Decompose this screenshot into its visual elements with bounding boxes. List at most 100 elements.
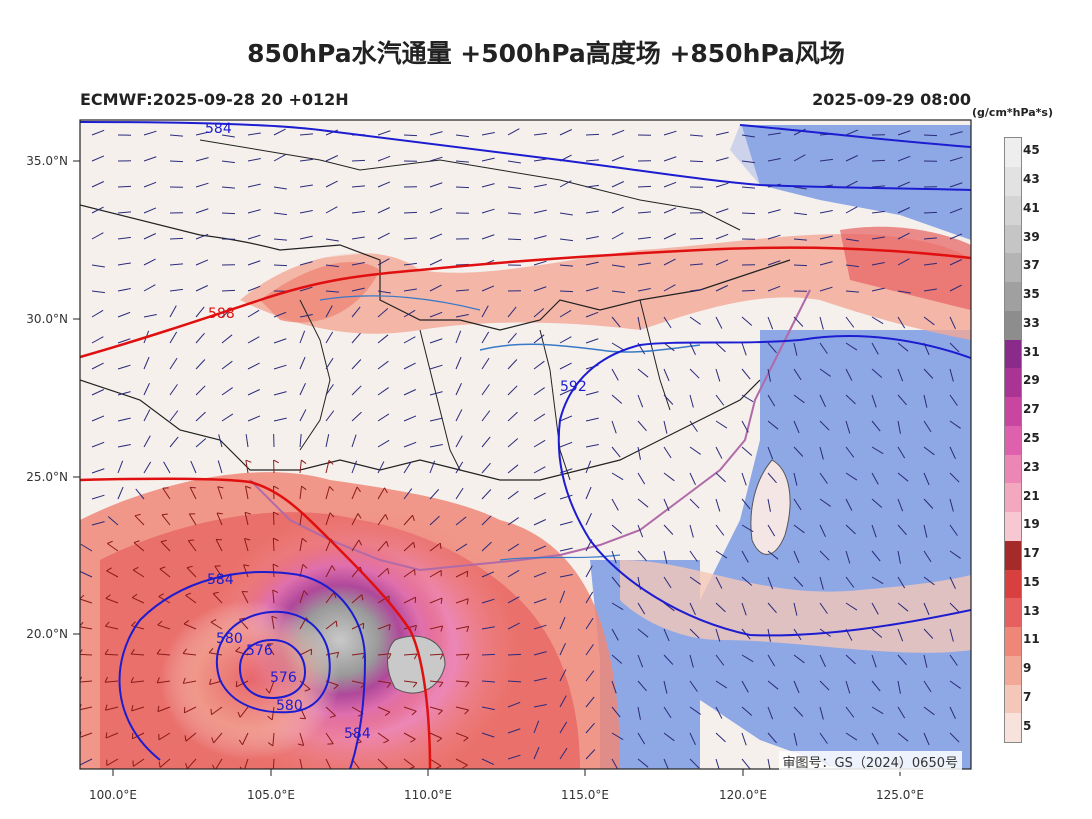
- wind-barb: [455, 435, 463, 448]
- wind-barb: [195, 157, 209, 162]
- wind-barb: [195, 411, 206, 422]
- wind-barb: [169, 305, 177, 318]
- wind-barb: [819, 472, 828, 484]
- wind-barb: [637, 524, 644, 538]
- wind-barb-flag: [132, 566, 139, 571]
- wind-barb: [117, 417, 131, 422]
- wind-barb: [663, 550, 668, 564]
- wind-barb: [117, 288, 131, 292]
- x-tick-100: 100.0°E: [89, 788, 137, 802]
- wind-barb-flag: [162, 487, 169, 489]
- wind-barb: [611, 316, 621, 328]
- wind-barb: [507, 385, 518, 396]
- wind-barb: [157, 706, 171, 713]
- wind-barb: [481, 331, 490, 344]
- wind-barb: [195, 285, 208, 292]
- wind-barb: [377, 207, 390, 214]
- wind-barb: [429, 338, 443, 344]
- wind-barb: [169, 160, 184, 163]
- colorbar-tick-label: 41: [1023, 200, 1040, 215]
- colorbar-tick-label: 9: [1023, 661, 1032, 676]
- wind-barb-flag: [414, 569, 416, 576]
- wind-barb: [845, 129, 859, 136]
- wind-barb: [481, 384, 490, 396]
- wind-barb: [507, 212, 521, 215]
- wind-barb: [377, 732, 389, 741]
- wind-barb: [845, 238, 859, 242]
- wind-barb: [923, 732, 930, 746]
- wind-barb: [106, 570, 119, 578]
- wind-barb: [351, 287, 365, 292]
- wind-barb: [819, 654, 826, 667]
- wind-barb: [819, 316, 824, 330]
- colorbar-tick-label: 11: [1023, 632, 1040, 647]
- wind-barb: [585, 311, 599, 318]
- wind-barb: [533, 677, 547, 682]
- wind-barb: [299, 460, 302, 474]
- wind-barb: [91, 336, 104, 344]
- wind-barb: [845, 394, 856, 405]
- wind-barb: [481, 183, 495, 188]
- y-tick-35: 35.0°N: [26, 154, 68, 168]
- wind-barb: [429, 444, 443, 448]
- wind-barb: [429, 625, 443, 630]
- wind-barb: [195, 182, 209, 188]
- wind-barb: [585, 460, 592, 474]
- wind-barb: [455, 134, 469, 138]
- wind-barb: [429, 417, 443, 422]
- wind-barb: [117, 236, 131, 240]
- colorbar-segment: [1005, 339, 1021, 369]
- wind-barb: [299, 210, 313, 214]
- wind-barb-flag: [362, 623, 365, 630]
- wind-barb: [689, 524, 694, 538]
- wind-barb: [143, 409, 151, 422]
- wind-barb: [299, 286, 313, 292]
- wind-barb: [507, 517, 519, 526]
- label-588: 588: [208, 306, 235, 322]
- wind-barb: [949, 472, 960, 483]
- wind-barb: [845, 524, 856, 535]
- wind-barb: [585, 417, 599, 422]
- x-tick-120: 120.0°E: [719, 788, 767, 802]
- wind-barb: [559, 574, 573, 578]
- wind-barb-flag: [328, 460, 334, 465]
- wind-barb: [507, 622, 520, 630]
- colorbar-segment: [1005, 626, 1021, 656]
- wind-barb: [845, 498, 853, 511]
- wind-barb-flag: [105, 732, 108, 739]
- wind-barb: [325, 565, 333, 578]
- wind-barb: [242, 732, 249, 745]
- wind-barb: [184, 706, 197, 714]
- wind-barb: [585, 159, 599, 162]
- wind-barb: [217, 486, 223, 500]
- contour-588: [80, 246, 971, 359]
- wind-barb: [663, 156, 677, 162]
- wind-barb: [235, 650, 249, 656]
- wind-barb: [533, 235, 547, 240]
- wind-barb: [819, 286, 833, 292]
- wind-barb: [273, 212, 287, 216]
- wind-barb: [533, 387, 545, 396]
- wind-barb: [897, 628, 904, 642]
- wind-barb: [377, 232, 390, 240]
- wind-barb: [157, 624, 171, 630]
- wind-barb: [273, 311, 287, 318]
- wind-barb: [949, 446, 956, 459]
- wind-barb: [897, 258, 910, 266]
- wind-barb-flag: [301, 459, 307, 464]
- wind-barb: [559, 362, 572, 370]
- wind-barb: [507, 464, 519, 474]
- wind-barb: [585, 670, 595, 682]
- wind-barb: [923, 628, 934, 639]
- wind-barb: [611, 706, 621, 718]
- wind-barb: [923, 211, 938, 214]
- wind-barb: [663, 233, 676, 240]
- x-tick-105: 105.0°E: [247, 788, 295, 802]
- wind-barb-flag: [188, 539, 195, 542]
- wind-barb: [793, 550, 800, 564]
- wind-barb: [272, 732, 275, 746]
- wind-barb: [351, 185, 365, 188]
- wind-barb: [143, 156, 157, 162]
- wind-barb: [793, 446, 804, 457]
- wind-barb: [299, 383, 306, 396]
